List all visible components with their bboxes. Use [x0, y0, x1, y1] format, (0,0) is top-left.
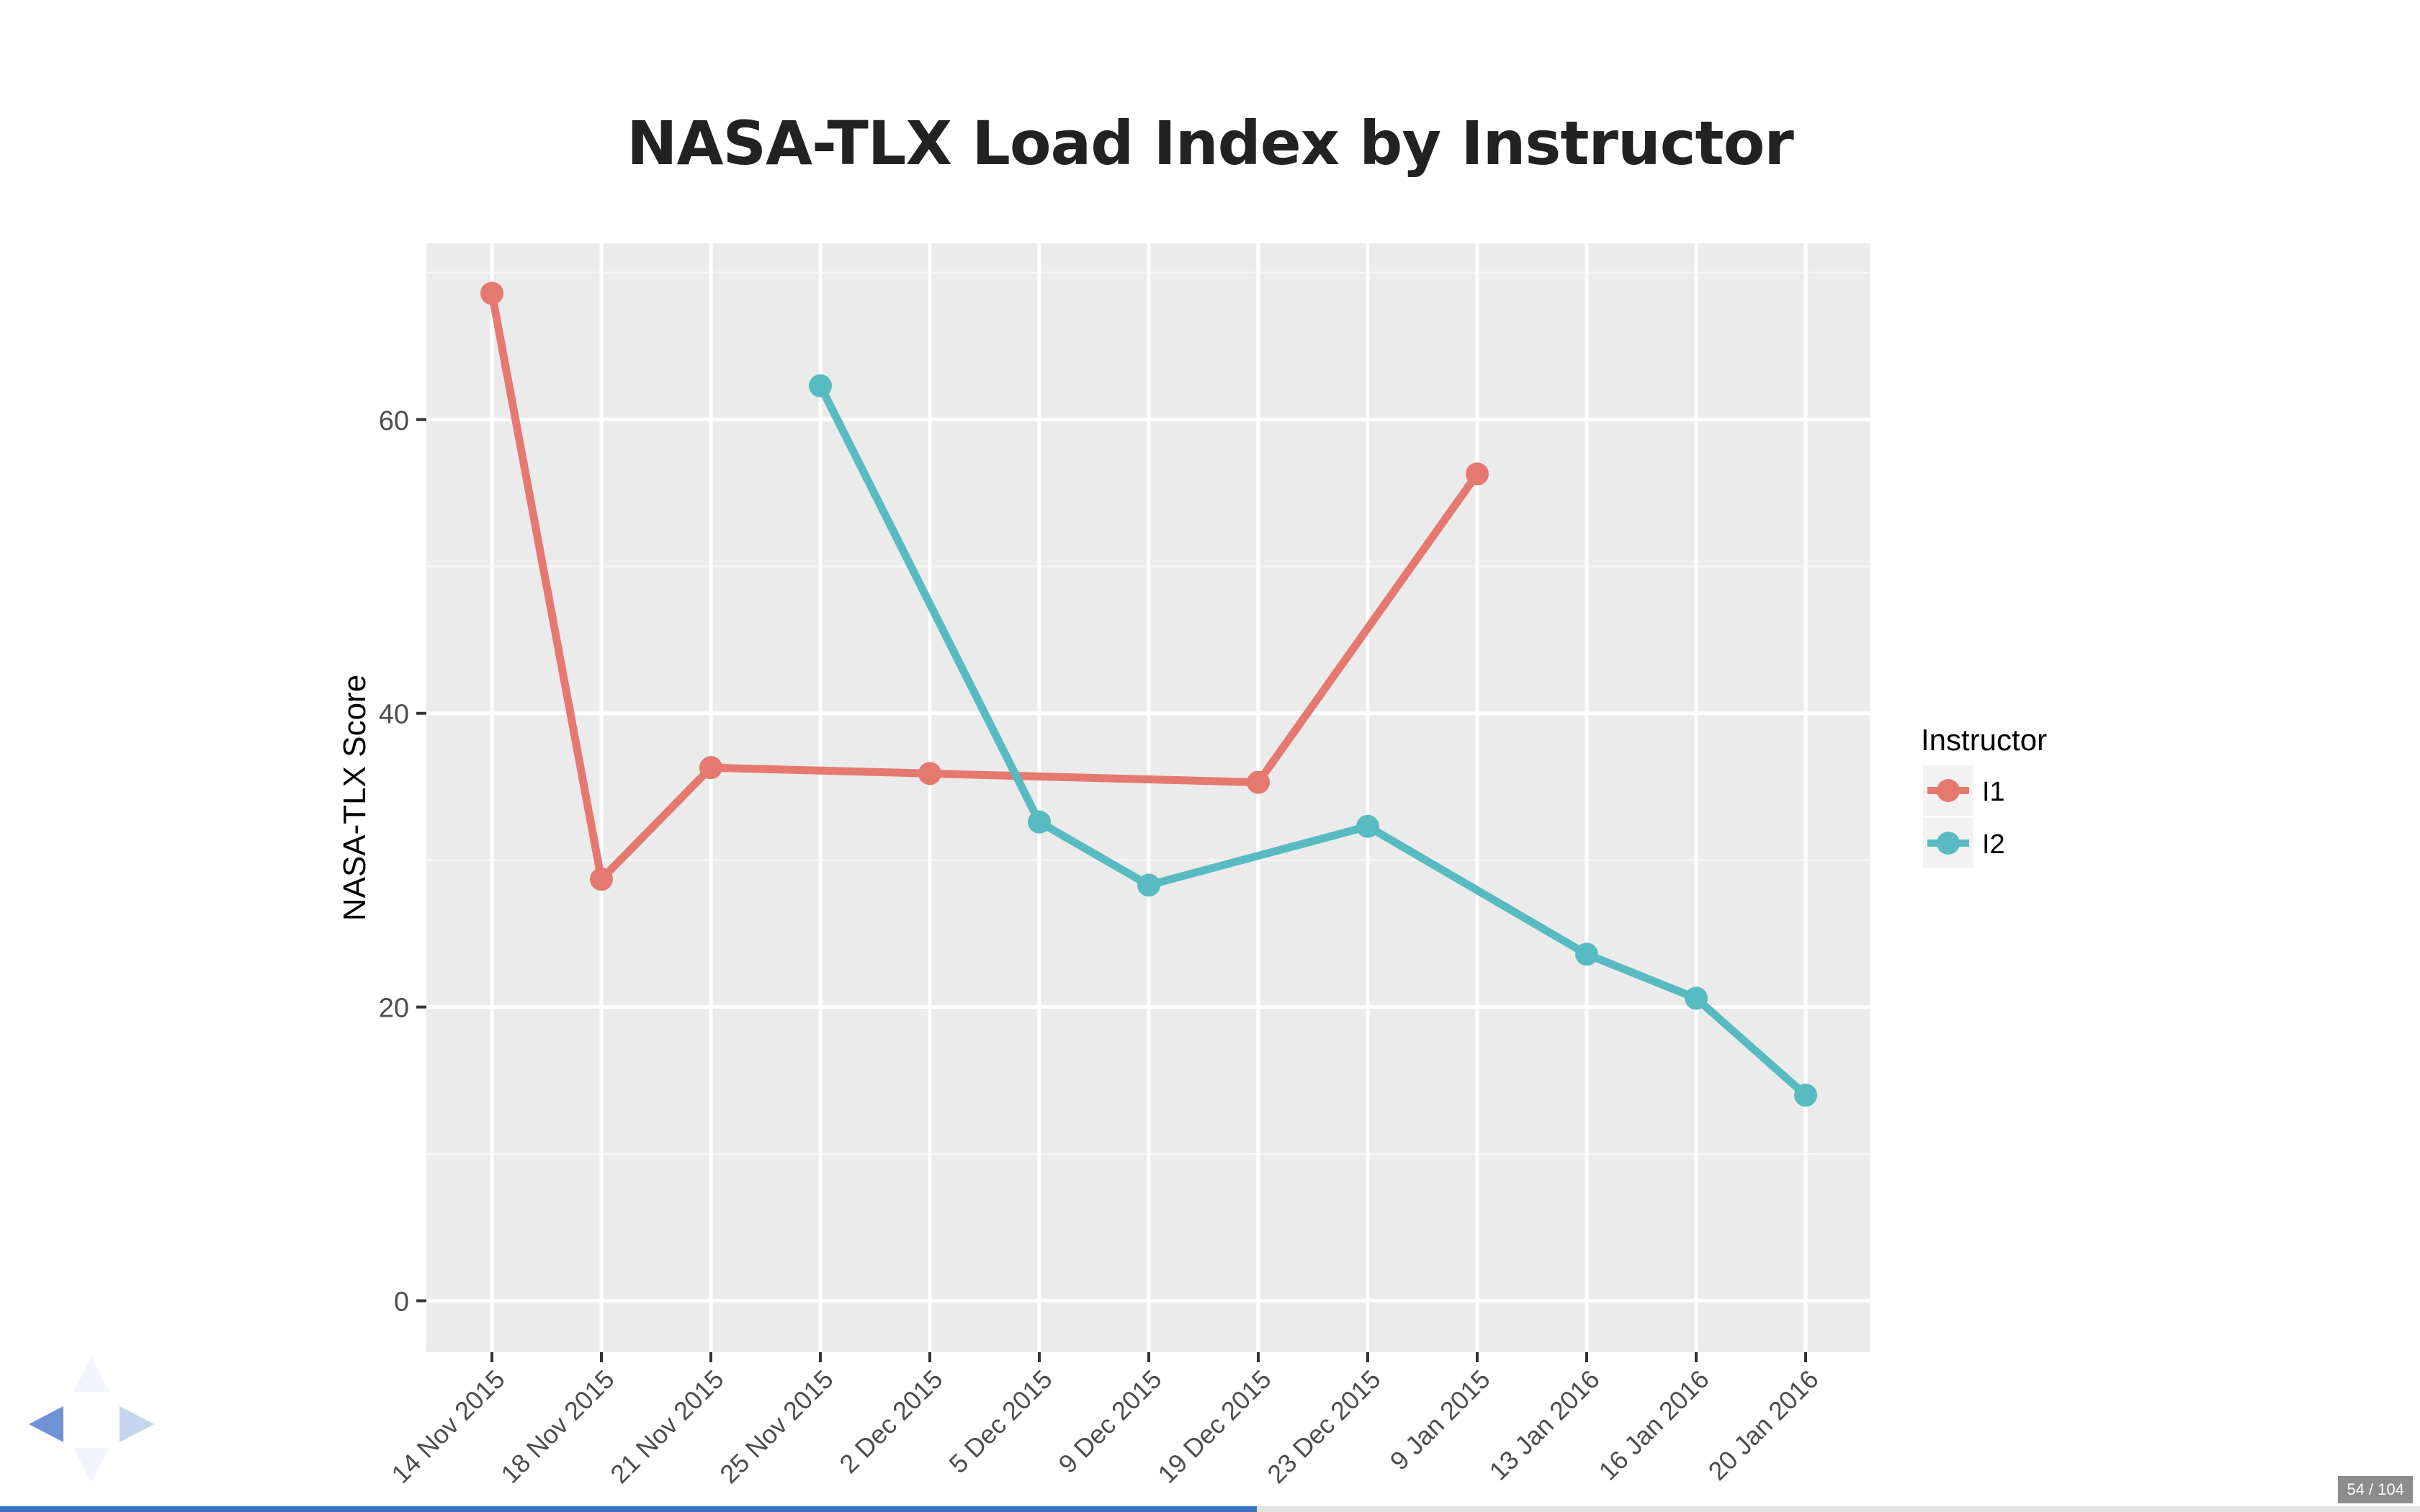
legend-label: I2 — [1982, 829, 2005, 860]
slide-navigation — [29, 1357, 155, 1483]
y-axis: 0 20 40 60 — [379, 406, 426, 1318]
x-tick-label: 13 Jan 2016 — [1484, 1364, 1605, 1486]
progress-fill — [0, 1506, 1257, 1512]
data-point-i2 — [1685, 986, 1708, 1010]
x-tick-label: 9 Jan 2015 — [1384, 1364, 1496, 1476]
slide-title: NASA-TLX Load Index by Instructor — [627, 108, 1794, 179]
data-point-i2 — [1575, 942, 1598, 966]
x-tick-label: 2 Dec 2015 — [833, 1364, 948, 1479]
data-point-i2 — [1028, 810, 1051, 834]
x-tick-label: 21 Nov 2015 — [604, 1364, 729, 1489]
y-tick-label: 20 — [379, 994, 409, 1024]
x-tick-label: 14 Nov 2015 — [385, 1364, 510, 1489]
x-tick-label: 20 Jan 2016 — [1703, 1364, 1824, 1486]
y-tick-label: 60 — [379, 406, 409, 436]
x-tick-label: 5 Dec 2015 — [943, 1364, 1057, 1479]
series-line-i1 — [488, 289, 1482, 883]
arrow-up-icon[interactable] — [73, 1357, 109, 1392]
data-point-i2 — [1794, 1084, 1817, 1107]
x-tick-label: 9 Dec 2015 — [1052, 1364, 1167, 1479]
data-point-i1 — [1247, 770, 1270, 794]
data-point-i2 — [1137, 873, 1160, 897]
y-axis-label: NASA-TLX Score — [337, 675, 372, 921]
data-point-i1 — [699, 756, 722, 780]
legend-key-point — [1937, 779, 1960, 802]
x-tick-label: 25 Nov 2015 — [714, 1364, 838, 1489]
slide-total: 104 — [2378, 1480, 2404, 1498]
legend-label: I1 — [1982, 777, 2005, 807]
progress-bar — [0, 1506, 2420, 1512]
data-point-i1 — [590, 868, 613, 891]
y-tick-label: 0 — [394, 1287, 409, 1318]
grid-major — [426, 243, 1870, 1352]
y-tick-label: 40 — [379, 700, 409, 730]
data-point-i2 — [1356, 814, 1379, 838]
arrow-left-icon[interactable] — [29, 1406, 63, 1442]
arrow-down-icon[interactable] — [73, 1448, 109, 1482]
legend: Instructor I1 I2 — [1921, 723, 2047, 868]
data-point-i1 — [918, 762, 941, 786]
legend-title: Instructor — [1921, 723, 2047, 757]
x-tick-label: 18 Nov 2015 — [495, 1364, 619, 1489]
x-tick-label: 16 Jan 2016 — [1593, 1364, 1715, 1486]
data-point-i1 — [1466, 462, 1489, 486]
legend-key-point — [1937, 832, 1960, 855]
slide-number: 54 — [2347, 1480, 2365, 1498]
x-tick-label: 23 Dec 2015 — [1261, 1364, 1386, 1489]
data-point-i1 — [480, 282, 503, 305]
data-point-i2 — [809, 374, 832, 397]
x-tick-label: 19 Dec 2015 — [1152, 1364, 1276, 1489]
arrow-right-icon[interactable] — [120, 1406, 154, 1442]
slide-counter: 54 / 104 — [2338, 1476, 2413, 1503]
series-layer — [480, 282, 1817, 1107]
